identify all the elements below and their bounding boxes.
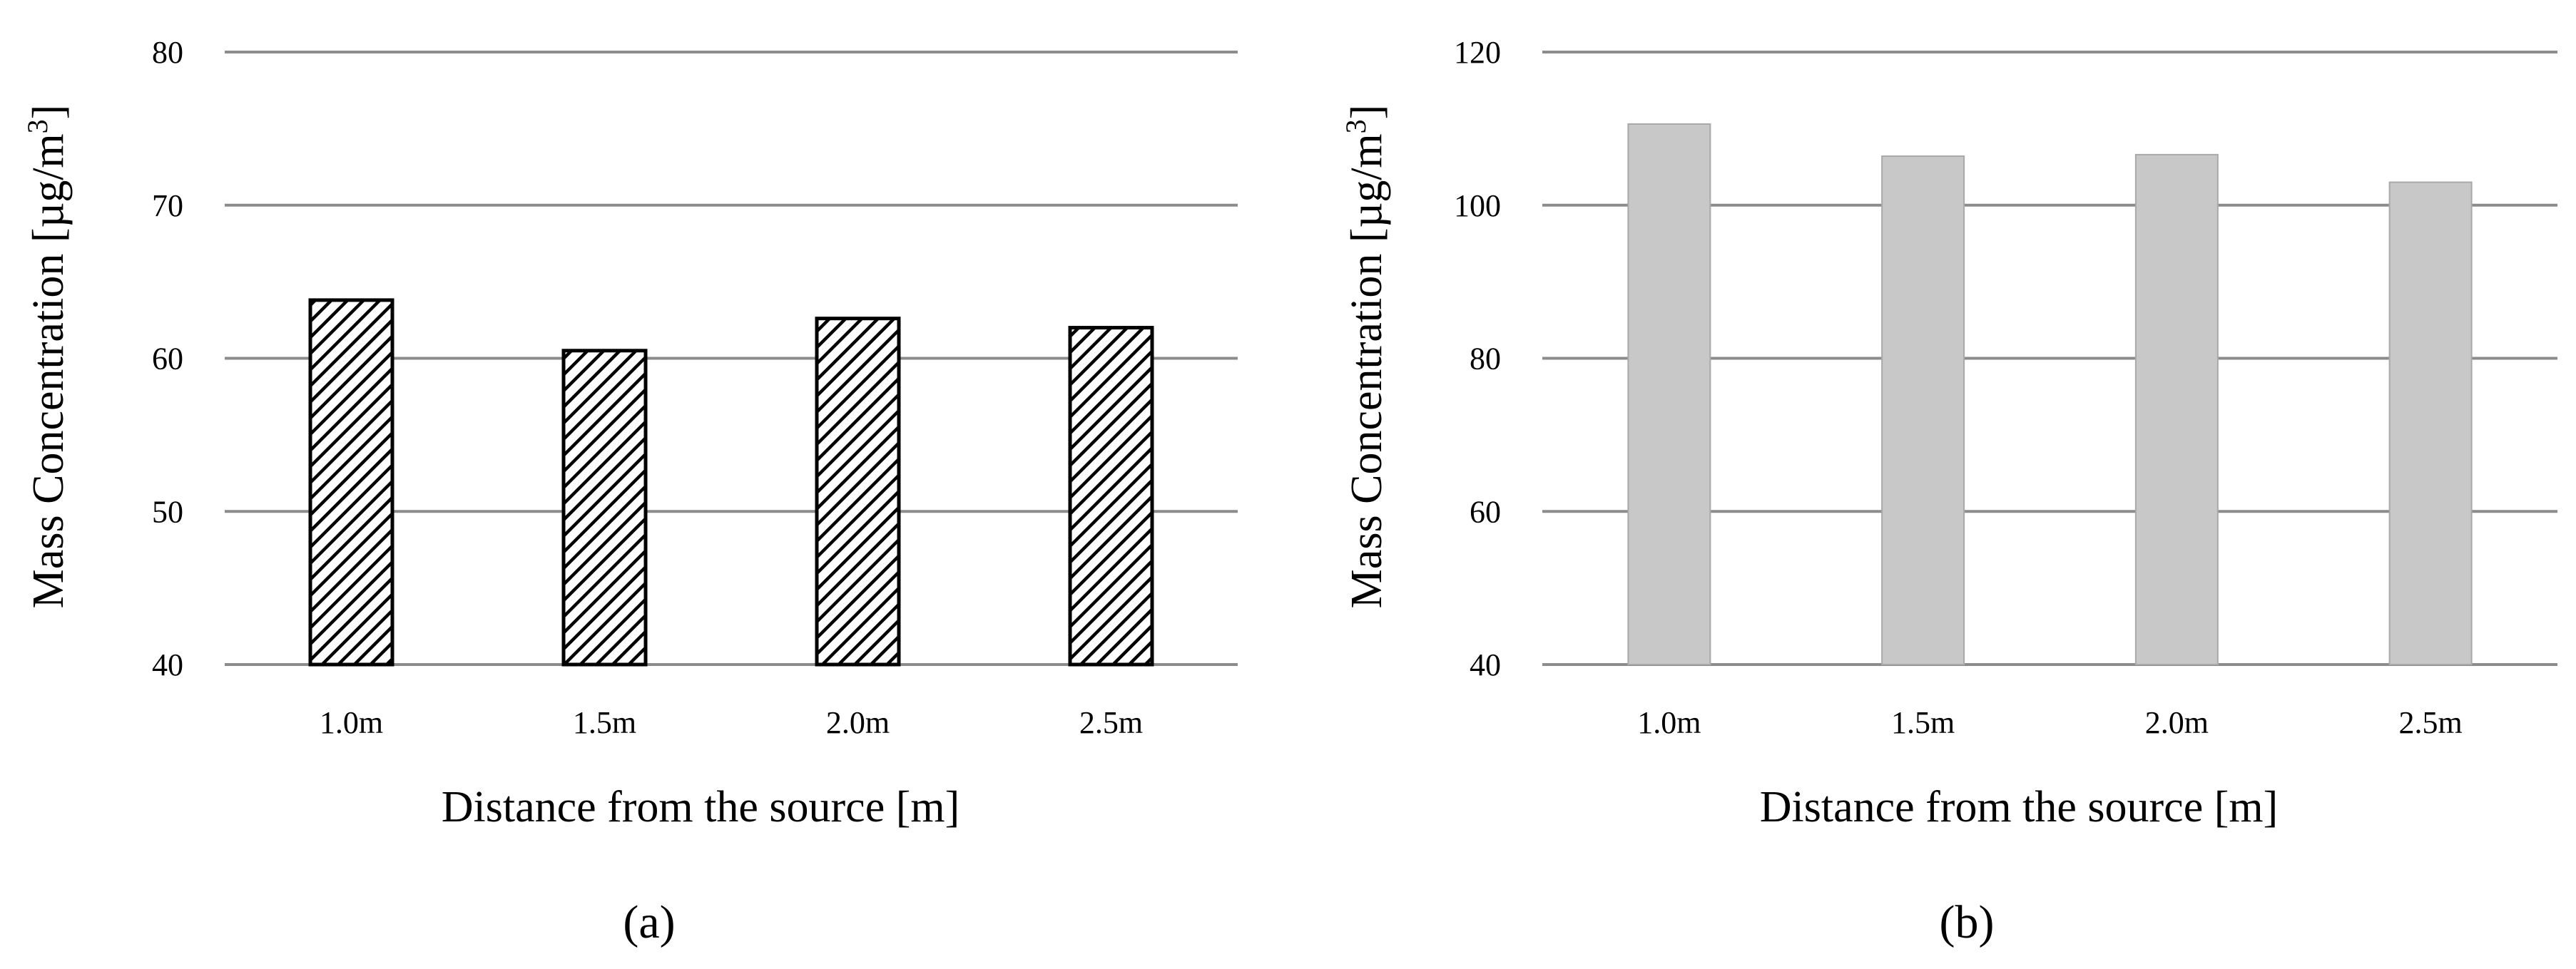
x-tick-label-a-3: 2.5m: [1079, 705, 1143, 740]
y-axis-title-b-sup: 3: [1340, 119, 1372, 133]
y-tick-label-b-1: 60: [1470, 494, 1501, 529]
x-tick-label-b-1: 1.5m: [1891, 705, 1955, 740]
y-tick-label-a-2: 60: [152, 342, 183, 376]
y-axis-title-b: Mass Concentration [µg/m3]: [1340, 105, 1392, 609]
y-tick-label-b-2: 80: [1470, 342, 1501, 376]
bar-b-2: [2134, 153, 2219, 665]
bar-a-2: [815, 317, 901, 667]
chart-panel-b: 40 60 80 100 120 1.0m 1.5m 2.0m 2.5m Mass Conce…: [1340, 35, 2557, 948]
y-tick-label-a-3: 70: [152, 188, 183, 223]
bars-b: [1627, 123, 2473, 666]
bar-a-3: [1068, 326, 1154, 667]
y-tick-label-b-4: 120: [1454, 35, 1501, 70]
panel-caption-a: (a): [623, 896, 675, 948]
x-tick-labels-a: 1.0m 1.5m 2.0m 2.5m: [320, 705, 1143, 740]
y-tick-label-b-0: 40: [1470, 647, 1501, 682]
y-tick-label-a-0: 40: [152, 647, 183, 682]
y-axis-title-b-main: Mass Concentration [µg/m: [1343, 133, 1391, 608]
y-tick-label-a-4: 80: [152, 35, 183, 70]
x-tick-label-b-0: 1.0m: [1637, 705, 1701, 740]
y-axis-title-b-end: ]: [1343, 105, 1391, 120]
gridlines-b: [1542, 51, 2557, 666]
y-tick-labels-b: 40 60 80 100 120: [1454, 35, 1501, 682]
chart-panel-a: 40 50 60 70 80 1.0m 1.5m 2.0m 2.5m Mass Concent…: [21, 35, 1238, 948]
x-tick-labels-b: 1.0m 1.5m 2.0m 2.5m: [1637, 705, 2462, 740]
y-axis-title-a-main: Mass Concentration [µg/m: [24, 133, 73, 608]
bar-a-1: [561, 349, 648, 667]
x-tick-label-a-1: 1.5m: [573, 705, 636, 740]
panel-caption-b: (b): [1940, 896, 1995, 948]
y-axis-title-a-sup: 3: [21, 119, 54, 133]
y-axis-title-a: Mass Concentration [µg/m3]: [21, 105, 73, 609]
y-tick-label-b-3: 100: [1454, 188, 1501, 223]
x-axis-title-a: Distance from the source [m]: [442, 783, 960, 831]
y-tick-label-a-1: 50: [152, 494, 183, 529]
x-tick-label-a-2: 2.0m: [826, 705, 890, 740]
bar-b-0: [1627, 123, 1711, 665]
bar-b-1: [1881, 155, 1965, 665]
bars-a: [308, 298, 1154, 667]
bar-a-0: [308, 298, 394, 667]
bar-b-3: [2388, 181, 2473, 666]
x-tick-label-b-2: 2.0m: [2145, 705, 2209, 740]
x-axis-title-b: Distance from the source [m]: [1760, 783, 2279, 831]
x-tick-label-b-3: 2.5m: [2399, 705, 2463, 740]
y-tick-labels-a: 40 50 60 70 80: [152, 35, 183, 682]
x-tick-label-a-0: 1.0m: [320, 705, 383, 740]
y-axis-title-a-end: ]: [24, 105, 73, 120]
